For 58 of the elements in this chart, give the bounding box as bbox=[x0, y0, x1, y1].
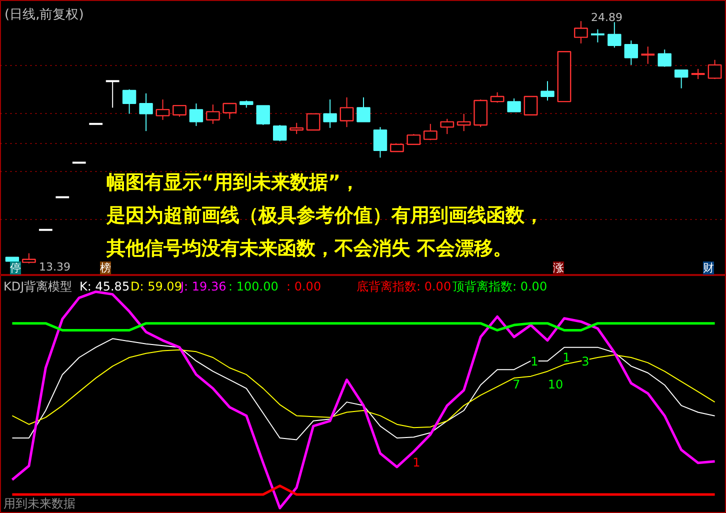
candlestick bbox=[273, 124, 287, 142]
candlestick bbox=[524, 96, 538, 116]
annotation: 用到未来数据 bbox=[4, 496, 76, 510]
annotation: 13.39 bbox=[38, 260, 70, 274]
candlestick bbox=[323, 98, 337, 128]
candlestick bbox=[172, 104, 186, 118]
candlestick bbox=[456, 113, 471, 132]
annotation: 榜 bbox=[100, 262, 111, 274]
annotation: 1 bbox=[530, 354, 538, 368]
candlestick bbox=[640, 46, 656, 64]
candlestick bbox=[406, 134, 421, 145]
candlestick bbox=[490, 92, 504, 104]
candlestick bbox=[440, 118, 454, 135]
candlestick bbox=[290, 122, 304, 135]
candlestick bbox=[708, 59, 722, 80]
annotation: 是因为超前画线（极具参考价值）有用到画线函数， bbox=[106, 204, 544, 226]
candlestick bbox=[590, 28, 606, 43]
candlestick bbox=[658, 49, 672, 68]
annotation: 停 bbox=[10, 262, 21, 274]
candlestick bbox=[340, 96, 354, 128]
candlestick bbox=[507, 98, 521, 112]
candlestick bbox=[423, 123, 438, 141]
candlestick bbox=[22, 252, 36, 264]
candlestick bbox=[306, 113, 320, 131]
candlestick bbox=[206, 104, 220, 124]
candlestick bbox=[156, 98, 170, 120]
candlestick bbox=[222, 102, 237, 120]
annotation: : 100.00 bbox=[228, 280, 278, 294]
chart-title: (日线,前复权) bbox=[4, 8, 84, 22]
candlestick bbox=[139, 92, 153, 132]
annotation: 顶背离指数: 0.00 bbox=[452, 280, 548, 294]
candlestick bbox=[104, 80, 120, 108]
candlestick bbox=[624, 40, 638, 66]
candlestick bbox=[356, 96, 370, 122]
candlestick bbox=[540, 80, 554, 102]
candlestick bbox=[608, 22, 622, 48]
candlestick bbox=[189, 102, 204, 127]
annotation: 7 bbox=[512, 378, 520, 392]
annotation: 其他信号均没有未来函数，不会消失 不会漂移。 bbox=[106, 238, 512, 260]
annotation: 幅图有显示“用到未来数据”， bbox=[106, 172, 360, 194]
annotation: 1 bbox=[562, 350, 570, 364]
annotation: : 0.00 bbox=[286, 280, 322, 294]
annotation: 24.89 bbox=[591, 11, 622, 24]
candlestick bbox=[373, 126, 388, 158]
candlestick bbox=[690, 68, 706, 80]
annotation: J: 19.36 bbox=[180, 280, 226, 294]
candlestick bbox=[256, 105, 270, 126]
annotation: 10 bbox=[548, 378, 564, 392]
candlestick bbox=[122, 88, 136, 114]
candlestick bbox=[674, 69, 688, 89]
annotation: 3 bbox=[582, 354, 590, 368]
annotation: K: 45.85 bbox=[80, 280, 130, 294]
annotation: 涨 bbox=[553, 262, 564, 274]
annotation: 底背离指数: 0.00 bbox=[356, 280, 452, 294]
chart-title: KDJ背离模型 bbox=[4, 280, 72, 294]
annotation: 财 bbox=[703, 262, 714, 274]
annotation: 1 bbox=[412, 456, 420, 470]
candlestick bbox=[574, 20, 588, 44]
